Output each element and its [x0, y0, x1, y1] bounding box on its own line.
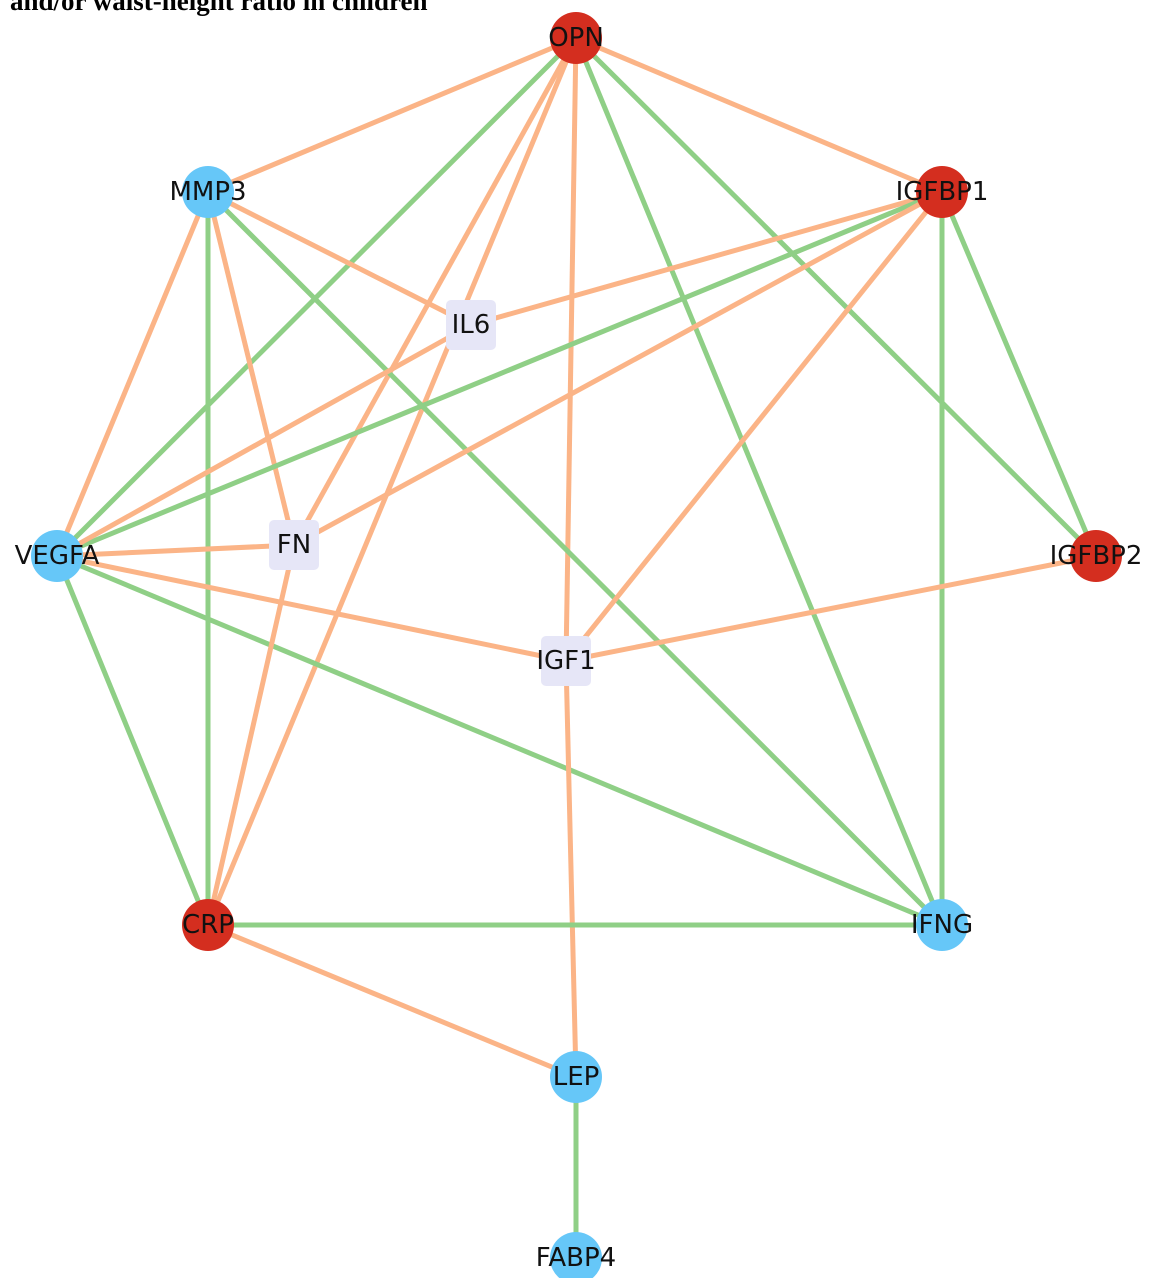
- edge-igfbp1-igf1: [564, 190, 944, 663]
- edge-mmp3-fn: [205, 191, 297, 546]
- node-box: [541, 636, 591, 686]
- node-circle: [182, 166, 234, 218]
- edge-opn-igfbp2: [574, 36, 1098, 558]
- edge-vegfa-igf1: [56, 553, 567, 664]
- node-circle: [916, 166, 968, 218]
- edge-crp-lep: [207, 922, 577, 1080]
- node-fabp4: FABP4: [536, 1232, 616, 1278]
- edge-igfbp1-vegfa: [56, 189, 943, 559]
- node-label: FN: [277, 530, 311, 560]
- node-label: MMP3: [169, 177, 246, 207]
- edge-opn-ifng: [573, 37, 945, 926]
- node-igf1: IGF1: [536, 636, 596, 686]
- node-circle: [550, 1232, 602, 1278]
- edge-il6-vegfa: [55, 322, 473, 559]
- edge-opn-crp: [205, 37, 579, 926]
- edge-igfbp1-igfbp2: [939, 191, 1099, 557]
- node-circle: [1070, 530, 1122, 582]
- diagram-title: and/or waist-height ratio in children: [10, 0, 428, 16]
- node-label: LEP: [553, 1062, 600, 1092]
- node-ifng: IFNG: [911, 899, 973, 951]
- node-box: [446, 300, 496, 350]
- edge-opn-fn: [291, 36, 579, 547]
- node-circle: [916, 899, 968, 951]
- edge-mmp3-vegfa: [54, 191, 211, 557]
- node-il6: IL6: [446, 300, 496, 350]
- edge-igfbp1-fn: [292, 189, 944, 548]
- edge-mmp3-il6: [206, 189, 473, 328]
- node-circle: [550, 1051, 602, 1103]
- node-label: IFNG: [911, 910, 973, 940]
- node-lep: LEP: [550, 1051, 602, 1103]
- edge-igfbp1-il6: [470, 189, 943, 328]
- node-label: OPN: [548, 23, 604, 53]
- edge-igfbp2-igf1: [565, 553, 1097, 664]
- node-label: CRP: [182, 910, 234, 940]
- node-mmp3: MMP3: [169, 166, 247, 218]
- node-label: IGFBP1: [896, 177, 989, 207]
- edge-fn-crp: [205, 544, 297, 926]
- node-label: IL6: [452, 310, 491, 340]
- node-circle: [550, 12, 602, 64]
- edges-layer: [54, 35, 1099, 1258]
- node-circle: [182, 899, 234, 951]
- node-vegfa: VEGFA: [15, 530, 100, 582]
- edge-vegfa-crp: [54, 555, 211, 926]
- node-circle: [31, 530, 83, 582]
- edge-igf1-lep: [563, 660, 579, 1078]
- node-crp: CRP: [182, 899, 234, 951]
- node-label: FABP4: [536, 1243, 616, 1273]
- edge-opn-igfbp1: [575, 35, 943, 195]
- node-label: IGFBP2: [1050, 541, 1143, 571]
- node-fn: FN: [269, 520, 319, 570]
- node-label: VEGFA: [15, 541, 100, 571]
- edge-vegfa-ifng: [56, 553, 943, 928]
- node-igfbp2: IGFBP2: [1050, 530, 1143, 582]
- edge-vegfa-fn: [56, 542, 295, 559]
- edge-mmp3-ifng: [206, 190, 944, 927]
- node-opn: OPN: [548, 12, 604, 64]
- node-label: IGF1: [536, 646, 595, 676]
- edge-opn-mmp3: [207, 35, 577, 195]
- edge-opn-igf1: [563, 37, 579, 662]
- nodes-layer: OPN MMP3 IGFBP1 IL6 VEGFA FN IGFBP2 IGF1 CRP IFNG…: [15, 12, 1143, 1278]
- node-igfbp1: IGFBP1: [896, 166, 989, 218]
- node-box: [269, 520, 319, 570]
